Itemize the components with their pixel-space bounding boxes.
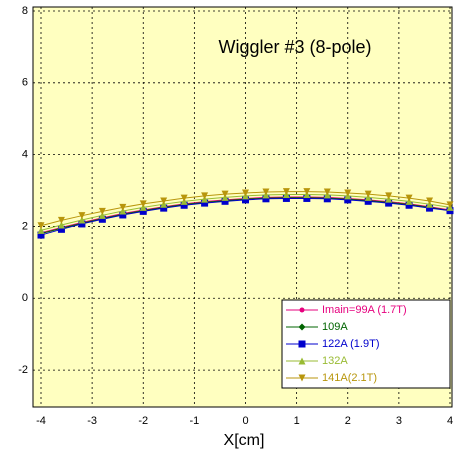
y-tick-label: 4 bbox=[22, 149, 28, 161]
marker bbox=[405, 194, 413, 202]
marker bbox=[323, 195, 331, 203]
marker bbox=[242, 189, 249, 197]
marker bbox=[180, 194, 188, 202]
marker bbox=[405, 201, 413, 209]
marker bbox=[119, 207, 127, 215]
marker bbox=[426, 204, 434, 212]
legend-label: 122A (1.9T) bbox=[322, 338, 379, 350]
marker bbox=[201, 192, 209, 200]
x-tick-label: -3 bbox=[87, 415, 97, 427]
x-tick-label: 3 bbox=[396, 415, 402, 427]
y-tick-label: 0 bbox=[22, 292, 28, 304]
marker bbox=[201, 199, 209, 207]
marker bbox=[298, 357, 306, 365]
x-tick-label: -4 bbox=[36, 415, 46, 427]
marker bbox=[323, 188, 331, 196]
marker bbox=[221, 190, 229, 198]
marker bbox=[364, 197, 372, 205]
marker bbox=[160, 204, 168, 212]
marker bbox=[446, 201, 454, 209]
marker bbox=[282, 188, 290, 196]
x-tick-label: -1 bbox=[189, 415, 199, 427]
y-tick-label: 8 bbox=[22, 5, 28, 17]
marker bbox=[57, 221, 65, 229]
x-tick-label: 2 bbox=[345, 415, 351, 427]
marker bbox=[262, 195, 270, 203]
y-tick-label: -2 bbox=[18, 364, 28, 376]
y-tick-label: 2 bbox=[22, 220, 28, 232]
marker bbox=[298, 374, 306, 382]
marker bbox=[299, 307, 305, 313]
marker bbox=[180, 201, 188, 209]
marker bbox=[78, 212, 86, 220]
marker bbox=[98, 207, 106, 215]
marker bbox=[139, 200, 147, 208]
marker bbox=[37, 226, 45, 234]
marker bbox=[298, 340, 306, 348]
marker bbox=[426, 197, 434, 205]
marker bbox=[160, 197, 168, 205]
marker bbox=[303, 194, 311, 202]
legend-label: 141A(2.1T) bbox=[322, 372, 377, 384]
marker bbox=[78, 220, 86, 228]
marker bbox=[57, 225, 65, 233]
marker bbox=[119, 211, 127, 219]
marker bbox=[385, 192, 393, 200]
legend-label: 132A bbox=[322, 355, 348, 367]
legend-label: 109A bbox=[322, 321, 348, 333]
marker bbox=[344, 196, 352, 204]
x-tick-label: 0 bbox=[242, 415, 248, 427]
legend-label: Imain=99A (1.7T) bbox=[322, 304, 407, 316]
marker bbox=[98, 211, 106, 219]
marker bbox=[298, 323, 306, 331]
x-tick-label: 1 bbox=[294, 415, 300, 427]
marker bbox=[344, 189, 352, 197]
marker bbox=[303, 188, 311, 196]
marker bbox=[37, 231, 45, 239]
marker bbox=[119, 203, 127, 211]
x-tick-label: -2 bbox=[138, 415, 148, 427]
chart-title: Wiggler #3 (8-pole) bbox=[218, 37, 371, 57]
marker bbox=[262, 188, 270, 196]
marker bbox=[37, 222, 45, 230]
marker bbox=[242, 196, 249, 204]
y-tick-label: 6 bbox=[22, 77, 28, 89]
marker bbox=[98, 215, 106, 223]
marker bbox=[282, 194, 290, 202]
marker bbox=[221, 197, 229, 205]
marker bbox=[57, 216, 65, 224]
marker bbox=[385, 199, 393, 207]
marker bbox=[78, 216, 86, 224]
marker bbox=[139, 207, 147, 215]
x-tick-label: 4 bbox=[447, 415, 453, 427]
x-axis-label: X[cm] bbox=[224, 432, 265, 449]
marker bbox=[139, 203, 147, 211]
marker bbox=[364, 190, 372, 198]
